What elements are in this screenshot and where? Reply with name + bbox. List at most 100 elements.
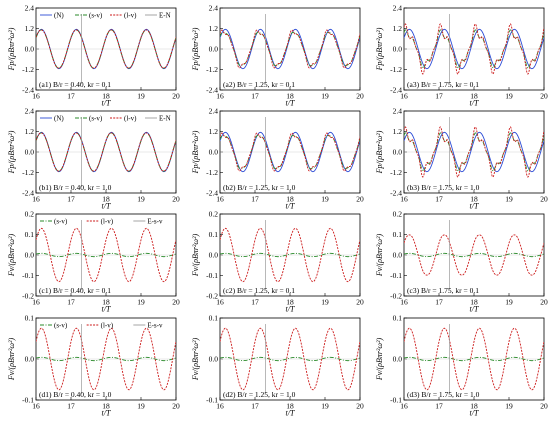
panel-annotation: (d3) B/r = 1.75, kr = 1.0 [407,390,480,399]
panel-annotation: (d2) B/r = 1.25, kr = 1.0 [223,390,296,399]
x-tick-label: 17 [251,402,259,411]
panel-annotation: (c1) B/r = 0.40, kr = 0.1 [39,286,111,295]
x-tick-label: 20 [540,402,548,411]
panel-annotation: (a2) B/r = 1.25, kr = 0.1 [223,80,295,89]
y-tick-label: 0.1 [25,230,35,239]
x-tick-label: 17 [251,195,259,204]
y-tick-label: 0.1 [393,230,403,239]
x-tick-label: 17 [435,92,443,101]
subplot-c2: 16 17 18 19 20 -0.2 -0.1 0.0 0.1 0.2 t/T Fv/(ρBπr²ω… [191,210,364,314]
subplot-d3: 16 17 18 19 20 -0.1 0.0 0.1 t/T Fv/(ρBπr²ω²) (d3) … [375,314,548,418]
legend-label: (N) [54,12,64,20]
x-tick-label: 20 [172,402,180,411]
y-tick-label: 0.0 [393,148,403,157]
x-tick-label: 16 [32,195,40,204]
y-tick-label: 0.0 [25,355,35,364]
x-tick-label: 16 [400,402,408,411]
x-axis-label: t/T [286,99,295,108]
legend: (N) (s-v) (l-v) E-N [40,115,171,123]
x-tick-label: 18 [286,92,294,101]
y-tick-label: 1.2 [209,127,219,136]
x-tick-label: 16 [32,92,40,101]
x-axis-label: t/T [470,305,479,314]
y-axis-label: Fp/(ρBπr²ω²) [375,130,384,174]
y-tick-label: 0.0 [25,45,35,54]
series-line-lv [36,327,176,391]
subplot-c1: 16 17 18 19 20 -0.2 -0.1 0.0 0.1 0.2 t/T Fv/(ρBπr²ω… [7,210,180,314]
x-axis-label: t/T [470,202,479,211]
y-tick-label: 0.1 [393,314,403,323]
x-tick-label: 18 [470,92,478,101]
x-tick-label: 16 [216,402,224,411]
legend-label: (s-v) [89,115,103,123]
x-tick-label: 16 [400,92,408,101]
x-tick-label: 20 [172,92,180,101]
x-tick-label: 18 [286,195,294,204]
y-tick-label: -1.2 [22,65,34,74]
y-tick-label: -2.4 [390,189,402,198]
y-axis-label: Fv/(ρBπr²ω²) [7,338,16,382]
legend-label: (s-v) [54,218,68,226]
y-axis-label: Fp/(ρBπr²ω²) [191,27,200,71]
x-tick-label: 17 [67,92,75,101]
x-tick-label: 19 [321,402,329,411]
panel-annotation: (b2) B/r = 1.25, kr = 1.0 [223,183,296,192]
x-tick-label: 17 [67,298,75,307]
series-line-lv [220,29,360,69]
x-tick-label: 18 [470,195,478,204]
y-tick-label: 0.0 [393,355,403,364]
x-tick-label: 19 [137,195,145,204]
panel-annotation: (d1) B/r = 0.40, kr = 1.0 [39,390,112,399]
x-tick-label: 18 [102,402,110,411]
y-tick-label: 0.0 [209,355,219,364]
series-line-lv [220,132,360,172]
y-tick-label: -0.1 [390,396,402,405]
y-tick-label: -0.1 [390,271,402,280]
x-tick-label: 17 [435,298,443,307]
subplot-a3: 16 17 18 19 20 -2.4 -1.2 0.0 1.2 2.4 t/T Fp/(ρBπr²ω… [375,4,548,108]
y-axis-label: Fp/(ρBπr²ω²) [7,27,16,71]
series-line-lv [404,23,544,75]
x-tick-label: 20 [540,92,548,101]
y-axis-label: Fv/(ρBπr²ω²) [191,234,200,278]
series-line-n [220,28,360,70]
series-line-lv [404,234,544,276]
x-axis-label: t/T [286,305,295,314]
y-axis-label: Fp/(ρBπr²ω²) [375,27,384,71]
x-tick-label: 19 [505,298,513,307]
y-tick-label: -1.2 [22,168,34,177]
y-tick-label: -1.2 [206,168,218,177]
subplot-c3: 16 17 18 19 20 -0.2 -0.1 0.0 0.1 0.2 t/T Fv/(ρBπr²ω… [375,210,548,314]
y-tick-label: -2.4 [206,189,218,198]
x-tick-label: 17 [435,402,443,411]
y-tick-label: -0.1 [22,271,34,280]
x-axis-label: t/T [102,202,111,211]
x-tick-label: 20 [540,298,548,307]
y-tick-label: 2.4 [25,4,35,13]
y-tick-label: 0.0 [393,251,403,260]
y-tick-label: 0.2 [209,210,219,219]
series-line-sv [404,132,544,172]
series-line-lv [36,132,176,172]
y-tick-label: -0.1 [206,271,218,280]
y-tick-label: -0.2 [390,292,402,301]
x-tick-label: 18 [102,195,110,204]
y-axis-label: Fp/(ρBπr²ω²) [7,130,16,174]
x-tick-label: 19 [321,195,329,204]
x-tick-label: 16 [400,195,408,204]
y-tick-label: -0.2 [206,292,218,301]
x-tick-label: 19 [137,402,145,411]
y-tick-label: 2.4 [393,107,403,116]
x-tick-label: 18 [286,298,294,307]
series-line-lv [36,29,176,69]
x-tick-label: 19 [505,195,513,204]
y-axis-label: Fv/(ρBπr²ω²) [375,338,384,382]
series-line-lv [220,227,360,283]
y-tick-label: -2.4 [22,86,34,95]
x-tick-label: 18 [102,92,110,101]
x-tick-label: 17 [251,298,259,307]
x-tick-label: 19 [137,92,145,101]
y-tick-label: 1.2 [25,127,35,136]
series-line-lv [36,227,176,283]
x-tick-label: 19 [505,92,513,101]
